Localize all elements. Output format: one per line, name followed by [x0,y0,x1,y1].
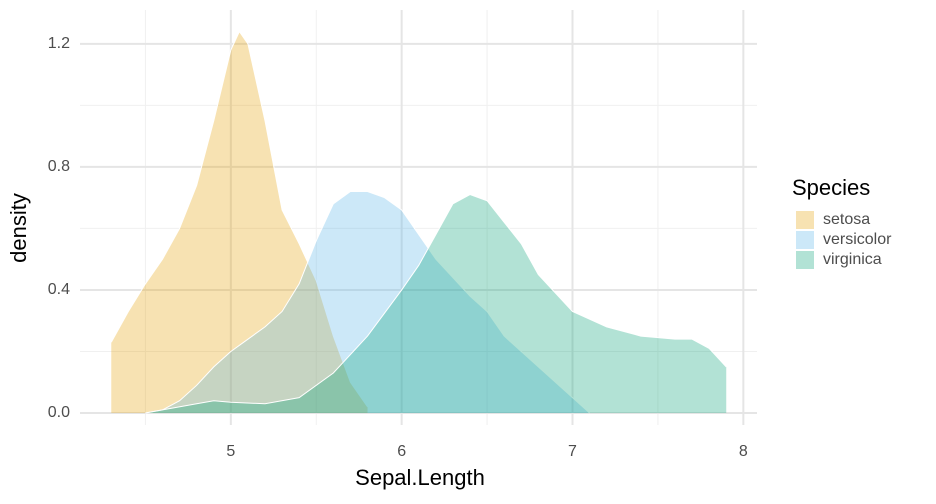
density-area [111,31,368,414]
density-outline [145,194,727,414]
legend-title: Species [792,175,870,200]
x-tick-label: 6 [397,443,406,460]
x-tick-label: 5 [226,443,235,460]
legend-key [796,251,814,269]
y-tick-label: 1.2 [48,35,70,52]
x-tick-label: 7 [568,443,577,460]
legend-label: versicolor [823,231,892,248]
legend-key [796,211,814,229]
density-area [145,191,590,414]
density-outline [110,30,368,408]
legend-key [796,231,814,249]
density-outline [145,191,590,414]
x-tick-label: 8 [739,443,748,460]
legend-label: virginica [823,251,882,268]
y-tick-label: 0.4 [48,281,70,298]
y-tick-label: 0.0 [48,404,70,421]
density-area [145,194,727,414]
y-axis-label: density [6,193,31,263]
x-axis-label: Sepal.Length [355,465,485,490]
y-tick-label: 0.8 [48,158,70,175]
legend-label: setosa [823,211,870,228]
